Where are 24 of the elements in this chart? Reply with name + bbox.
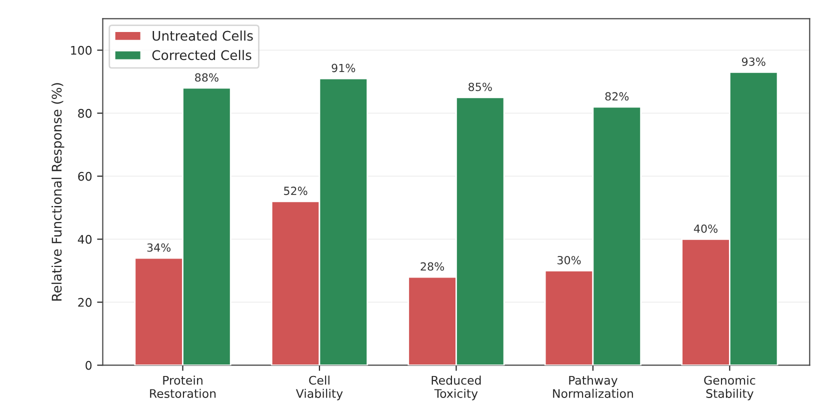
data-label: 30%: [558, 256, 581, 264]
data-label: 88%: [195, 73, 218, 82]
data-label: 34%: [147, 243, 171, 252]
y-tick-label: 60: [78, 172, 92, 181]
y-tick-label: 0: [86, 360, 92, 370]
x-tick-label: Genomic Stability: [704, 376, 756, 400]
y-axis-title: Relative Functional Response (%): [51, 83, 64, 301]
data-label: 82%: [605, 92, 629, 101]
y-tick-label: 20: [78, 298, 92, 307]
legend-label: Untreated Cells: [152, 30, 253, 41]
data-label: 52%: [284, 186, 308, 196]
legend-label: Corrected Cells: [152, 50, 252, 60]
y-tick-label: 80: [78, 108, 92, 118]
data-label: 40%: [694, 224, 718, 233]
data-label: 93%: [742, 58, 766, 66]
x-tick-label: Reduced Toxicity: [432, 376, 481, 400]
x-tick-label: Pathway Normalization: [553, 376, 633, 398]
y-tick-label: 100: [71, 46, 92, 55]
data-label: 85%: [468, 82, 492, 92]
x-tick-label: Cell Viability: [296, 376, 343, 400]
x-tick-label: Protein Restoration: [150, 376, 216, 398]
y-tick-label: 40: [78, 234, 92, 244]
data-label: 91%: [332, 64, 356, 72]
data-label: 28%: [420, 262, 444, 271]
